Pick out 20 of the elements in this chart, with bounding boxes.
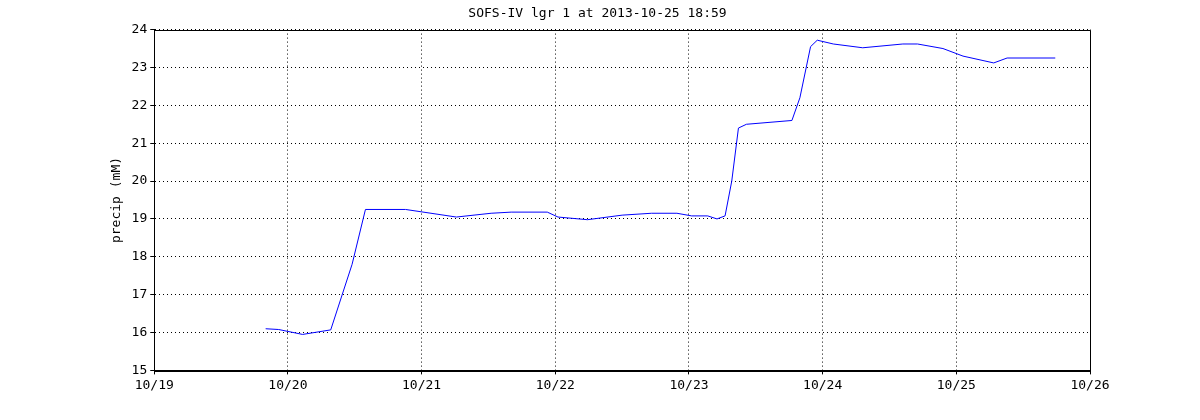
x-tick-label: 10/19: [134, 376, 174, 392]
x-tick-label: 10/22: [535, 376, 575, 392]
x-tick-label: 10/23: [669, 376, 709, 392]
x-tick-label: 10/20: [268, 376, 308, 392]
chart-title: SOFS-IV lgr 1 at 2013-10-25 18:59: [468, 5, 727, 21]
y-tick-label: 17: [131, 286, 148, 302]
x-tick-label: 10/25: [936, 376, 976, 392]
y-tick-label: 20: [131, 172, 148, 188]
y-tick-label: 18: [131, 248, 148, 264]
x-tick-label: 10/24: [803, 376, 843, 392]
x-tick-label: 10/21: [402, 376, 442, 392]
y-axis-title: precip (mM): [108, 156, 124, 244]
y-tick-label: 16: [131, 323, 148, 339]
y-tick-label: 15: [131, 361, 148, 377]
y-tick-label: 21: [131, 134, 148, 150]
x-tick-label: 10/26: [1070, 376, 1110, 392]
y-tick-label: 22: [131, 96, 148, 112]
y-tick-label: 19: [131, 210, 148, 226]
y-tick-label: 23: [131, 58, 148, 74]
y-tick-label: 24: [131, 20, 148, 36]
